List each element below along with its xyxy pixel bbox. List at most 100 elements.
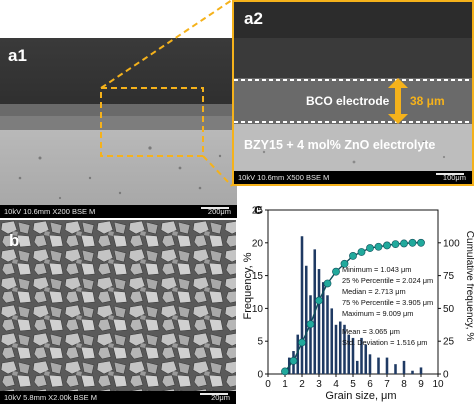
histogram-bar — [296, 334, 300, 374]
y-tick-label: 20 — [252, 238, 264, 249]
zoom-line-bottom — [202, 155, 233, 187]
x-tick-label: 4 — [333, 379, 339, 390]
cumulative-point — [349, 252, 357, 260]
histogram-bar — [304, 265, 308, 374]
zoom-box — [100, 87, 204, 157]
scale-label-b: 20μm — [211, 393, 230, 402]
histogram-bar — [326, 295, 329, 374]
sem-image-b — [0, 220, 236, 404]
panel-a2-label: a2 — [244, 9, 263, 28]
cumulative-point — [323, 279, 332, 288]
histogram-bar — [330, 308, 334, 374]
y-axis-label: Frequency, % — [242, 252, 254, 319]
histogram-bar — [334, 324, 338, 374]
sem-info-a2: 10kV 10.6mm X500 BSE M — [238, 173, 330, 182]
histogram-bar — [309, 295, 312, 374]
panel-c-label: c — [254, 201, 262, 218]
cumulative-point — [408, 238, 417, 247]
x-tick-label: 10 — [432, 379, 444, 390]
histogram-bar — [355, 360, 359, 374]
cumulative-point — [315, 296, 323, 305]
cumulative-point — [374, 242, 383, 251]
stats-box: Minimum = 1.043 μm 25 % Percentile = 2.02… — [342, 265, 433, 347]
histogram-bar — [368, 354, 372, 374]
x-tick-label: 1 — [282, 379, 288, 390]
stat-line: Std. Deviation = 1.516 μm — [342, 338, 427, 347]
stat-line: Maximum = 9.009 μm — [342, 309, 413, 318]
thickness-arrow — [388, 78, 408, 124]
histogram-bar — [360, 337, 363, 374]
stat-line: Median = 2.713 μm — [342, 287, 406, 296]
y-tick-label: 0 — [257, 370, 263, 381]
cumulative-point — [340, 259, 349, 268]
y2-tick-label: 50 — [443, 304, 455, 315]
scale-bar — [436, 173, 464, 175]
cumulative-point — [391, 240, 400, 249]
histogram-bar — [317, 269, 321, 374]
zoom-line-top — [100, 0, 233, 89]
histogram-bar — [377, 357, 380, 374]
stat-line: Mean = 3.065 μm — [342, 327, 400, 336]
y-tick-label: 5 — [257, 337, 263, 348]
x-tick-label: 8 — [401, 379, 407, 390]
histogram-bar — [300, 236, 304, 374]
y2-tick-label: 25 — [443, 337, 455, 348]
y-tick-label: 25 — [252, 206, 264, 217]
cumulative-point — [332, 267, 340, 276]
sem-info-bar-b: 10kV 5.8mm X2.00k BSE M 20μm — [0, 391, 236, 404]
sem-image-a1 — [0, 38, 237, 218]
histogram-bar — [364, 344, 368, 374]
stat-line: 25 % Percentile = 2.024 μm — [342, 276, 433, 285]
histogram-bar — [394, 364, 397, 374]
sem-info-bar-a1: 10kV 10.6mm X200 BSE M 200μm — [0, 205, 237, 218]
cumulative-point — [366, 244, 374, 252]
x-axis-label: Grain size, μm — [325, 390, 396, 402]
x-tick-label: 7 — [384, 379, 390, 390]
grain-size-chart: c Frequency, % Cumulative frequency, % G… — [242, 201, 474, 402]
y-tick-label: 10 — [252, 304, 264, 315]
cumulative-point — [289, 356, 298, 365]
histogram-bar — [419, 367, 423, 374]
cumulative-point — [281, 367, 289, 376]
histogram-bar — [402, 360, 406, 374]
y2-tick-label: 75 — [443, 271, 455, 282]
cumulative-point — [357, 248, 366, 256]
sem-image-a2 — [234, 2, 472, 184]
sem-info-b: 10kV 5.8mm X2.00k BSE M — [4, 393, 97, 402]
panel-a1: a1 10kV 10.6mm X200 BSE M 200μm — [0, 38, 237, 218]
x-tick-label: 9 — [418, 379, 424, 390]
thickness-label: 38 μm — [410, 94, 445, 108]
histogram-bar — [343, 324, 346, 374]
scale-label-a1: 200μm — [207, 207, 231, 216]
histogram-bar — [351, 337, 355, 374]
scale-bar — [200, 393, 228, 395]
x-tick-label: 0 — [265, 379, 271, 390]
x-tick-label: 5 — [350, 379, 356, 390]
panel-c: c Frequency, % Cumulative frequency, % G… — [238, 196, 474, 404]
x-tick-label: 3 — [316, 379, 322, 390]
x-tick-label: 6 — [367, 379, 373, 390]
histogram-bar — [411, 370, 414, 374]
cumulative-point — [400, 239, 408, 248]
scale-bar — [201, 207, 229, 209]
x-tick-label: 2 — [299, 379, 305, 390]
histogram-bar — [385, 357, 389, 374]
y2-tick-label: 100 — [443, 238, 460, 249]
y-tick-label: 15 — [252, 271, 264, 282]
cumulative-point — [417, 238, 425, 247]
cumulative-point — [298, 338, 306, 347]
y2-tick-label: 0 — [443, 370, 449, 381]
cumulative-point — [306, 320, 315, 329]
electrode-label: BCO electrode — [306, 94, 390, 108]
histogram-bar — [338, 321, 342, 374]
panel-b: b 10kV 5.8mm X2.00k BSE M 20μm — [0, 220, 236, 404]
histogram-bar — [321, 282, 325, 374]
scale-label-a2: 100μm — [442, 173, 466, 182]
cumulative-point — [383, 241, 391, 250]
panel-a1-label: a1 — [8, 46, 27, 65]
stat-line: 75 % Percentile = 3.905 μm — [342, 298, 433, 307]
panel-a2: a2 BCO electrode 38 μm BZY15 + 4 mol% Zn… — [232, 0, 474, 186]
histogram-bar — [347, 334, 351, 374]
